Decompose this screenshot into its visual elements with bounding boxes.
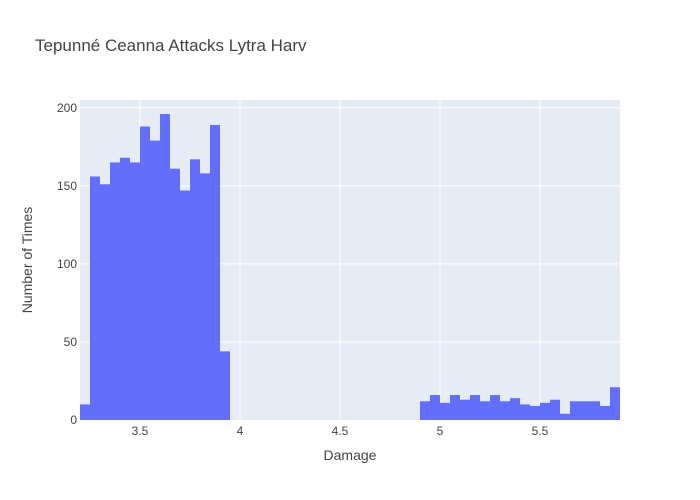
histogram-bar xyxy=(460,399,470,420)
y-tick-labels: 0 50 100 150 200 xyxy=(57,101,77,427)
histogram-bar xyxy=(110,162,120,420)
histogram-bar xyxy=(500,401,510,420)
y-axis-label: Number of Times xyxy=(19,207,35,314)
histogram-bar xyxy=(100,184,110,420)
x-tick-label: 5 xyxy=(437,424,444,438)
histogram-bar xyxy=(570,401,580,420)
histogram-bar xyxy=(450,395,460,420)
x-tick-labels: 3.5 4 4.5 5 5.5 xyxy=(132,424,549,438)
histogram-bar xyxy=(590,401,600,420)
histogram-bar xyxy=(430,395,440,420)
histogram-bar xyxy=(420,401,430,420)
histogram-bar xyxy=(120,157,130,420)
y-tick-label: 200 xyxy=(57,101,77,115)
histogram-bar xyxy=(90,176,100,420)
histogram-bar xyxy=(440,402,450,420)
x-axis-label: Damage xyxy=(324,447,377,463)
histogram-bar xyxy=(130,162,140,420)
histogram-bar xyxy=(550,399,560,420)
x-tick-label: 5.5 xyxy=(532,424,549,438)
histogram-bar xyxy=(200,173,210,420)
histogram-bar xyxy=(170,168,180,420)
histogram-bar xyxy=(510,398,520,420)
histogram-bar xyxy=(580,401,590,420)
histogram-bar xyxy=(480,401,490,420)
y-tick-label: 100 xyxy=(57,257,77,271)
bars xyxy=(80,114,620,421)
x-tick-label: 4.5 xyxy=(332,424,349,438)
histogram-bar xyxy=(180,190,190,420)
histogram-bar xyxy=(150,140,160,420)
histogram-bar xyxy=(80,404,90,420)
histogram-bar xyxy=(540,402,550,420)
histogram-bar xyxy=(490,395,500,420)
x-tick-label: 4 xyxy=(237,424,244,438)
histogram-bar xyxy=(160,114,170,421)
histogram-bar xyxy=(530,405,540,420)
y-tick-label: 150 xyxy=(57,179,77,193)
histogram-bar xyxy=(600,405,610,420)
y-tick-label: 0 xyxy=(70,413,77,427)
x-tick-label: 3.5 xyxy=(132,424,149,438)
histogram-bar xyxy=(210,124,220,420)
histogram-bar xyxy=(220,351,230,420)
histogram-bar xyxy=(140,126,150,420)
y-tick-label: 50 xyxy=(64,335,78,349)
histogram-bar xyxy=(470,395,480,420)
histogram-bar xyxy=(560,413,570,420)
histogram-bar xyxy=(190,159,200,420)
histogram-bar xyxy=(610,387,620,420)
histogram-bar xyxy=(520,404,530,420)
chart-title: Tepunné Ceanna Attacks Lytra Harv xyxy=(35,36,307,55)
